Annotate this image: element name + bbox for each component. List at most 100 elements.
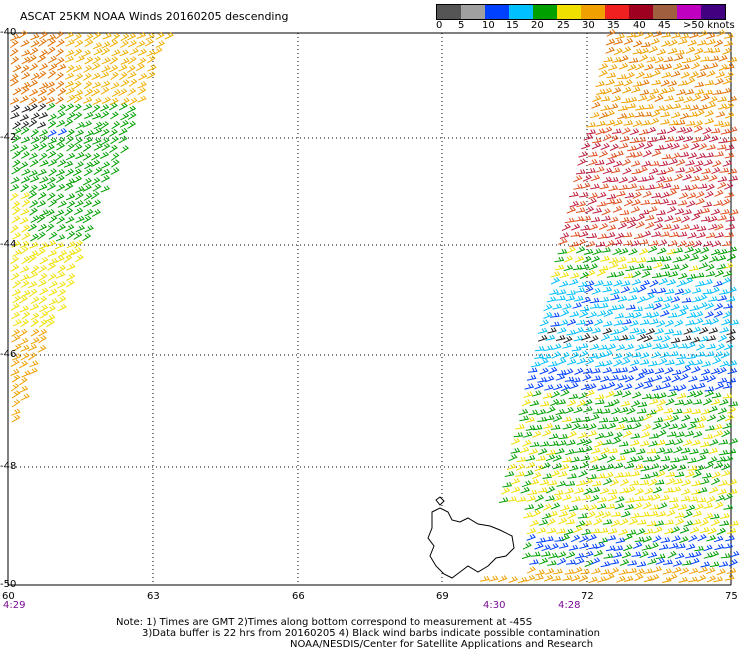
wind-barb [527,367,538,373]
wind-barb [583,248,594,255]
wind-barb [580,416,591,422]
wind-barb [532,430,542,438]
wind-barb [720,351,730,359]
wind-barb [137,95,147,103]
wind-barb [728,175,739,182]
wind-barb [617,263,628,270]
wind-barb [20,265,30,274]
wind-barb [626,216,637,224]
wind-barb [507,496,517,502]
wind-barb [717,367,727,375]
wind-barb [649,542,659,550]
wind-barb [635,142,645,150]
wind-barb [101,96,112,104]
wind-barb [578,281,588,288]
wind-barb [581,296,592,304]
wind-barb [679,373,689,381]
wind-barb [560,351,570,359]
wind-barb [643,334,653,343]
wind-barb [605,38,616,46]
wind-barb [75,192,84,201]
wind-barb [557,471,568,478]
wind-barb [138,73,148,81]
wind-barb [29,250,39,258]
wind-barb [679,151,690,158]
wind-barb [30,265,40,274]
wind-barb [677,199,688,206]
wind-barb [111,32,121,42]
wind-barb [55,193,65,202]
wind-barb [534,503,544,511]
wind-barb [710,208,721,216]
wind-barb [598,527,609,534]
wind-barb [678,272,688,280]
wind-barb [590,174,601,182]
wind-barb [587,423,597,431]
wind-barb [604,431,614,438]
wind-barb [569,382,579,390]
wind-barb [703,512,714,520]
wind-barb [556,480,566,487]
scale-segment [485,5,509,19]
wind-barb [634,382,645,390]
wind-barb [600,569,611,575]
wind-barb [10,368,20,376]
wind-barb [118,64,128,72]
scale-segment [533,5,557,19]
wind-barb [654,479,665,485]
wind-barb [574,327,585,334]
wind-barb [706,374,717,383]
wind-barb [20,86,30,95]
wind-barb [658,357,668,366]
wind-barb [662,63,673,70]
wind-barb [110,136,119,145]
wind-barb [646,256,657,263]
wind-barb [522,542,532,550]
wind-barb [679,567,690,575]
wind-barb [118,135,128,144]
latitude-label: -50 [0,579,17,590]
wind-barb [704,302,715,310]
wind-barb [66,94,76,103]
wind-barb [648,167,659,175]
wind-barb [622,383,633,391]
wind-barb [695,109,705,117]
wind-barb [578,392,588,400]
wind-barb [578,470,588,478]
wind-barb [590,216,601,223]
wind-barb [567,511,577,519]
wind-barb [634,111,645,118]
wind-barb [712,423,723,431]
wind-barb [699,174,710,182]
wind-barb [29,103,38,112]
wind-barb [595,166,605,173]
wind-barb [618,142,629,149]
wind-barb [564,368,574,376]
wind-barb [669,231,679,238]
wind-barb [36,121,47,129]
wind-barb [636,528,646,536]
wind-barb [671,103,682,110]
wind-barb [37,95,48,104]
wind-barb [642,501,652,510]
wind-barb [110,81,120,90]
wind-barb [657,429,667,437]
wind-barb [510,437,521,445]
wind-barb [564,217,575,224]
wind-barb [649,463,660,470]
wind-barb [48,298,59,306]
wind-barb [694,272,705,278]
wind-barb [29,63,39,72]
wind-barb [641,423,652,432]
wind-barb [676,89,686,96]
wind-barb [713,280,723,288]
wind-barb [699,64,710,71]
wind-barb [562,494,572,501]
wind-barb [627,257,638,263]
wind-barb [84,39,94,47]
wind-barb [521,399,532,407]
wind-barb [680,71,691,79]
wind-barb [582,174,592,182]
wind-barb [651,454,661,462]
wind-barb [578,574,589,582]
